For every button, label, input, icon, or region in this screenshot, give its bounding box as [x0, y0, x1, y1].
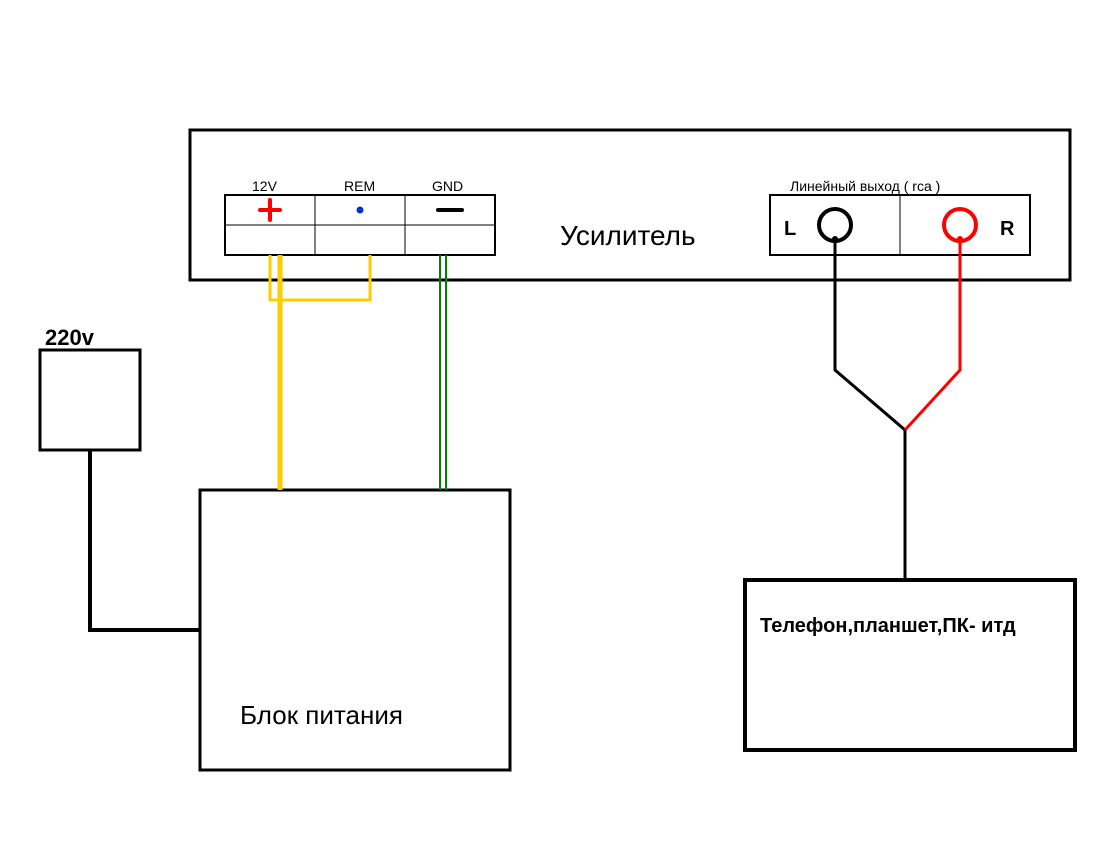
- amp-title: Усилитель: [560, 220, 696, 252]
- rca-title: Линейный выход ( rca ): [790, 178, 940, 194]
- rca-left-label: L: [784, 218, 796, 241]
- diagram-stage: Усилитель 12V REM GND Линейный выход ( r…: [0, 0, 1106, 850]
- terminal-rem-label: REM: [344, 178, 375, 194]
- terminal-12v-label: 12V: [252, 178, 277, 194]
- psu-label: Блок питания: [240, 700, 403, 731]
- device-label: Телефон,планшет,ПК- итд: [760, 615, 1016, 638]
- mains-220v-label: 220v: [45, 325, 94, 351]
- rca-right-label: R: [1000, 218, 1014, 241]
- terminal-gnd-label: GND: [432, 178, 463, 194]
- diagram-svg: [0, 0, 1106, 850]
